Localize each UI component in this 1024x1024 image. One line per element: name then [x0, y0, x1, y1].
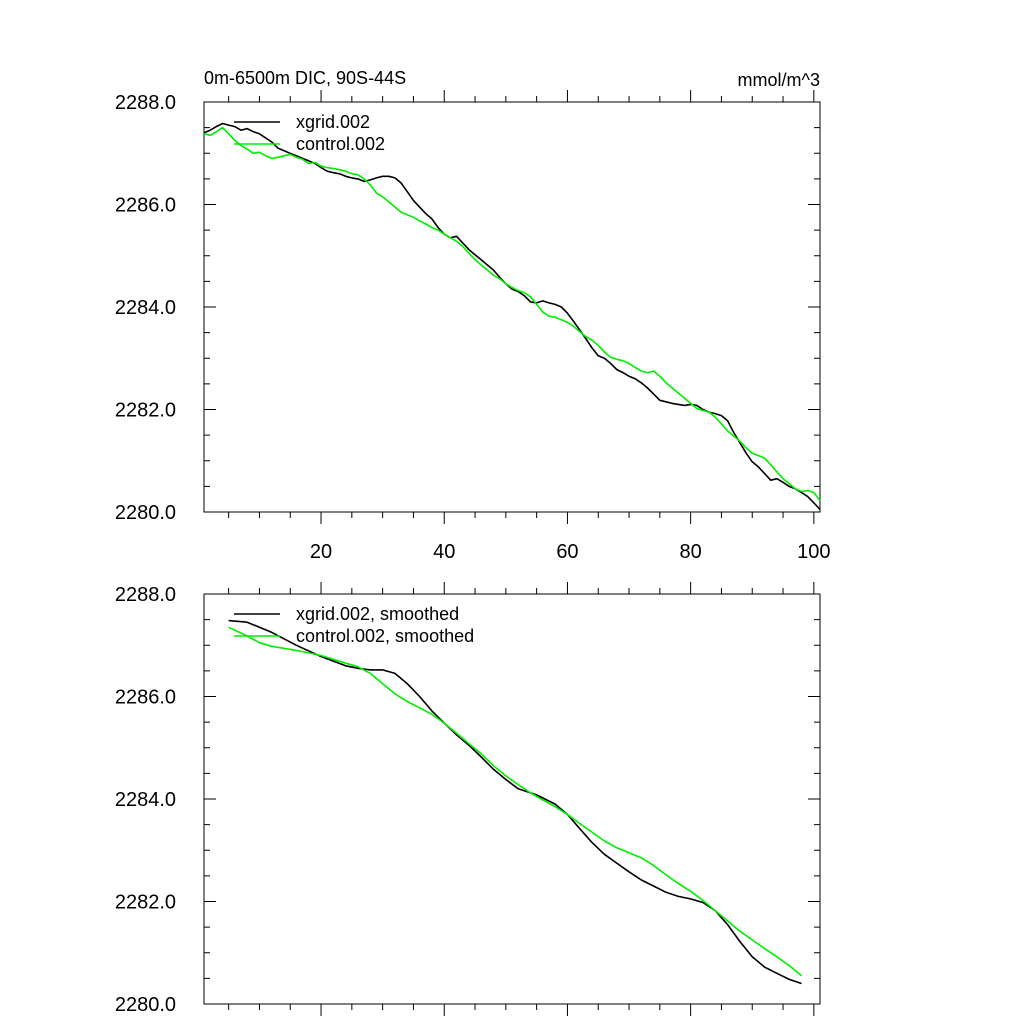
- panel-bottom: 2280.0 2282.0 2284.0 2286.0 2288.0 xgrid.002,…: [115, 582, 821, 1016]
- x-tick-label: 100: [797, 541, 830, 563]
- series-line-xgrid: [228, 619, 802, 985]
- legend-label: xgrid.002, smoothed: [296, 604, 459, 624]
- y-tick-label: 2284.0: [115, 297, 176, 319]
- y-tick-label: 2282.0: [115, 892, 176, 914]
- y-tick-label: 2286.0: [115, 195, 176, 217]
- y-tick-label: 2284.0: [115, 789, 176, 811]
- series-line-control: [203, 126, 821, 502]
- panel-top: 2280.0 2282.0 2284.0 2286.0 2288.0 20 40 60 80 10…: [115, 90, 831, 563]
- series-line-xgrid: [203, 122, 821, 510]
- y-tick-label: 2280.0: [115, 502, 176, 524]
- y-tick-label: 2286.0: [115, 687, 176, 709]
- y-tick-label: 2280.0: [115, 994, 176, 1016]
- x-tick-label: 20: [310, 541, 332, 563]
- legend-label: control.002: [296, 134, 385, 154]
- y-tick-label: 2288.0: [115, 584, 176, 606]
- x-tick-label: 80: [680, 541, 702, 563]
- y-tick-label: 2282.0: [115, 400, 176, 422]
- y-tick-label: 2288.0: [115, 92, 176, 114]
- plot-frame: [203, 593, 821, 1005]
- chart-units: mmol/m^3: [738, 70, 820, 90]
- legend-label: xgrid.002: [296, 112, 370, 132]
- chart-title: 0m-6500m DIC, 90S-44S: [204, 68, 406, 88]
- series-line-control: [228, 626, 803, 977]
- legend-label: control.002, smoothed: [296, 626, 474, 646]
- x-tick-label: 40: [433, 541, 455, 563]
- x-tick-label: 60: [556, 541, 578, 563]
- plot-frame: [203, 101, 821, 513]
